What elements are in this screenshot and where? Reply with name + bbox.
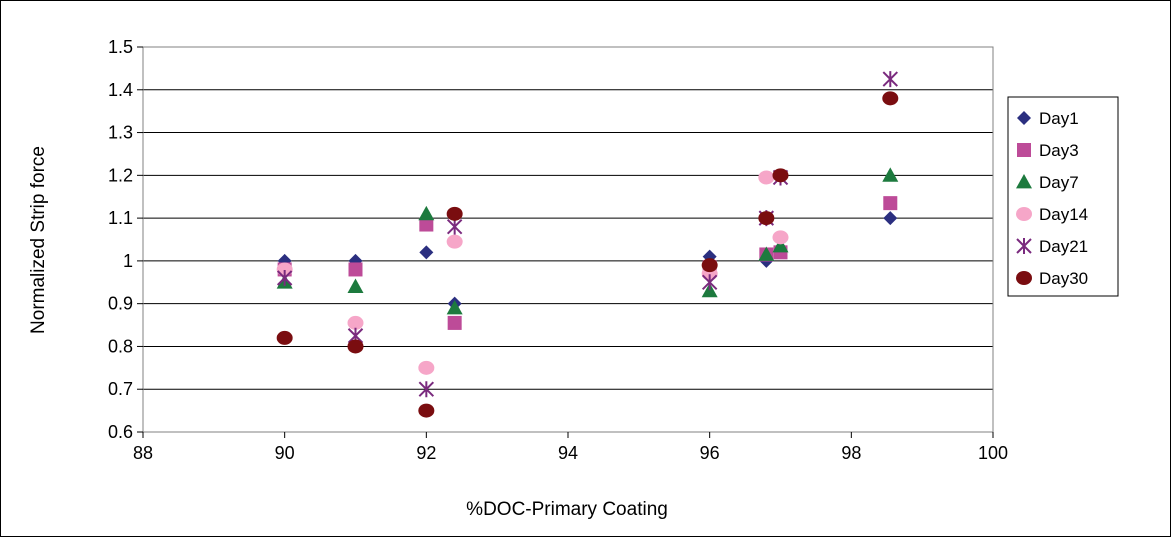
data-points [276,71,899,418]
x-tick-label: 100 [978,443,1008,463]
legend-marker [1016,174,1032,189]
data-point [772,237,789,253]
data-point [276,270,293,286]
x-tick-label: 88 [133,443,153,463]
y-tick-label: 1.2 [108,165,133,185]
axis-ticks: 0.6 0.7 0.8 0.9 1 1.1 1.2 1.3 1.4 1.5 88 90 92 94 96 98… [108,37,1008,463]
data-point [701,274,718,291]
data-point [347,315,364,330]
y-tick-label: 0.6 [108,422,133,442]
legend-marker [1016,207,1032,221]
data-point [446,206,463,221]
data-point [418,360,435,375]
legend-item-day3: Day3 [1017,141,1079,160]
legend-marker [1016,238,1032,254]
data-point [419,245,434,260]
data-point [418,205,435,221]
y-tick-label: 1.3 [108,123,133,143]
x-tick-label: 90 [275,443,295,463]
data-point [883,196,898,211]
data-point [348,262,363,277]
legend-marker [1017,143,1031,157]
data-point [882,167,899,182]
legend-box [1007,96,1119,297]
y-axis-title: Normalized Strip force [28,146,49,334]
legend-label: Day30 [1039,269,1088,288]
x-tick-label: 94 [558,443,578,463]
legend-marker [1017,111,1031,125]
data-point [276,330,293,345]
legend-label: Day7 [1039,173,1079,192]
data-point [347,339,364,354]
y-tick-label: 1.4 [108,80,133,100]
legend-item-day30: Day30 [1016,269,1088,288]
y-tick-label: 0.8 [108,336,133,356]
data-point [447,315,462,330]
legend-item-day14: Day14 [1016,205,1088,224]
legend: Day1 Day3 Day7 Day14 Day21 Day30 [1007,96,1119,297]
data-point [758,211,775,226]
series-day30 [276,91,899,418]
x-tick-label: 92 [416,443,436,463]
legend-item-day7: Day7 [1016,173,1079,192]
data-point [418,381,435,398]
x-axis-title: %DOC-Primary Coating [466,499,668,520]
x-tick-label: 96 [700,443,720,463]
data-point [883,211,898,226]
data-point [446,299,463,315]
data-point [701,258,718,273]
data-point [882,71,898,88]
legend-label: Day1 [1039,109,1079,128]
x-tick-label: 98 [841,443,861,463]
data-point [772,168,789,183]
data-point [419,217,434,232]
data-point [758,170,775,185]
data-point [446,234,463,249]
legend-label: Day21 [1039,237,1088,256]
data-point [758,246,775,261]
data-point [347,278,364,293]
data-point [882,91,899,106]
y-tick-label: 1.5 [108,37,133,57]
data-point [446,218,463,235]
legend-label: Day3 [1039,141,1079,160]
data-point [772,230,789,245]
y-tick-label: 1 [123,251,133,271]
legend-item-day21: Day21 [1016,237,1088,256]
legend-item-day1: Day1 [1017,109,1079,128]
y-tick-label: 0.7 [108,379,133,399]
data-point [418,403,435,418]
y-tick-label: 0.9 [108,294,133,314]
legend-label: Day14 [1039,205,1088,224]
y-tick-label: 1.1 [108,208,133,228]
legend-marker [1016,271,1032,285]
